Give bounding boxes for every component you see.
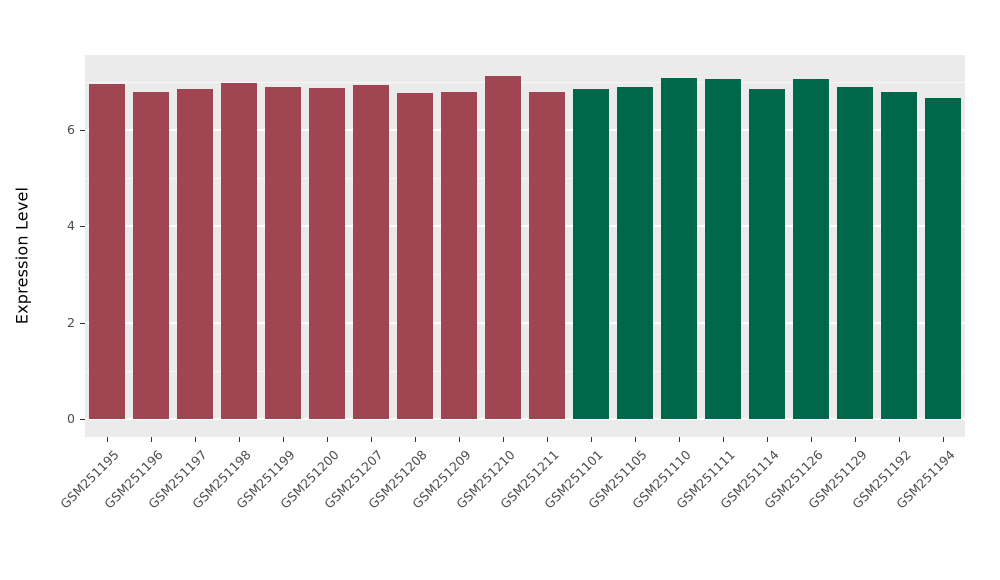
- x-tick-mark: [371, 437, 372, 442]
- x-tick-mark: [811, 437, 812, 442]
- x-tick-mark: [723, 437, 724, 442]
- gridline-major: [85, 321, 965, 324]
- bar-GSM251194: [925, 98, 961, 420]
- y-tick-mark: [80, 129, 85, 131]
- y-tick-label: 0: [67, 411, 75, 427]
- bar-GSM251200: [309, 87, 345, 420]
- bar-GSM251207: [353, 84, 389, 420]
- bar-GSM251114: [749, 88, 785, 420]
- x-tick-mark: [239, 437, 240, 442]
- x-tick-mark: [503, 437, 504, 442]
- x-tick-mark: [547, 437, 548, 442]
- x-tick-mark: [195, 437, 196, 442]
- bar-GSM251126: [793, 79, 829, 420]
- bar-GSM251199: [265, 86, 301, 420]
- bar-GSM251197: [177, 88, 213, 420]
- bar-GSM251210: [485, 76, 521, 420]
- x-tick-mark: [327, 437, 328, 442]
- bar-GSM251192: [881, 91, 917, 420]
- plot-panel: [85, 55, 965, 437]
- bar-GSM251105: [617, 86, 653, 420]
- y-tick-label: 6: [67, 121, 75, 137]
- bar-GSM251195: [89, 83, 125, 420]
- x-tick-mark: [679, 437, 680, 442]
- bar-GSM251129: [837, 86, 873, 420]
- y-tick-mark: [80, 322, 85, 324]
- bar-GSM251196: [133, 91, 169, 420]
- y-tick-mark: [80, 419, 85, 421]
- y-tick-mark: [80, 226, 85, 228]
- bar-GSM251209: [441, 91, 477, 420]
- x-tick-mark: [107, 437, 108, 442]
- bar-GSM251110: [661, 78, 697, 420]
- bar-GSM251101: [573, 88, 609, 420]
- x-tick-mark: [415, 437, 416, 442]
- bar-GSM251208: [397, 92, 433, 420]
- x-tick-mark: [855, 437, 856, 442]
- x-tick-mark: [767, 437, 768, 442]
- y-tick-label: 4: [67, 218, 75, 234]
- gridline-minor: [85, 370, 965, 372]
- gridline-minor: [85, 274, 965, 276]
- gridline-major: [85, 418, 965, 421]
- x-tick-mark: [943, 437, 944, 442]
- gridline-minor: [85, 177, 965, 179]
- x-tick-mark: [459, 437, 460, 442]
- bar-GSM251198: [221, 82, 257, 420]
- bar-GSM251111: [705, 79, 741, 420]
- y-axis-title: Expression Level: [12, 186, 32, 325]
- x-tick-mark: [591, 437, 592, 442]
- gridline-minor: [85, 81, 965, 83]
- x-tick-mark: [151, 437, 152, 442]
- x-tick-mark: [635, 437, 636, 442]
- bar-GSM251211: [529, 91, 565, 420]
- gridline-major: [85, 128, 965, 131]
- gridline-major: [85, 225, 965, 228]
- x-tick-mark: [899, 437, 900, 442]
- y-tick-label: 2: [67, 314, 75, 330]
- x-tick-mark: [283, 437, 284, 442]
